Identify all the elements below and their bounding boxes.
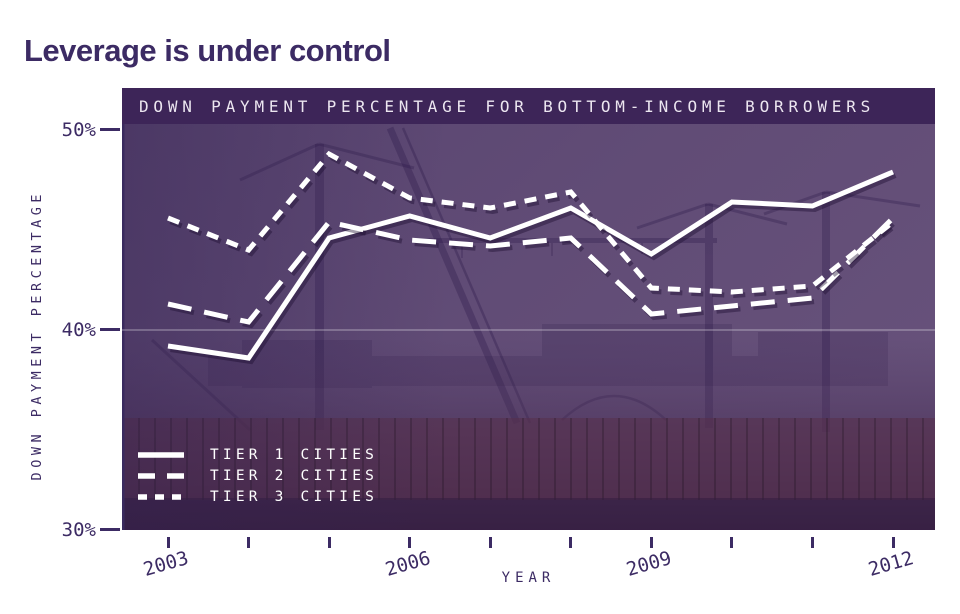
- legend-sample-short-dash: [138, 493, 184, 500]
- legend-label-tier-3-cities: TIER 3 CITIES: [210, 488, 379, 505]
- y-tick-label-30: 30%: [61, 519, 96, 541]
- x-axis-label: YEAR: [501, 570, 556, 586]
- x-tick-mark-2006: [408, 537, 412, 548]
- series-shadow-tier-3-cities: [169, 154, 898, 299]
- x-tick-mark-2007: [488, 537, 492, 548]
- series-shadow-tier-2-cities: [169, 219, 898, 329]
- legend-sample-solid: [138, 451, 184, 458]
- y-tick-mark-50: [100, 128, 120, 131]
- x-tick-mark-2005: [327, 537, 331, 548]
- legend-sample-long-dash: [138, 472, 184, 479]
- y-tick-label-40: 40%: [61, 319, 96, 341]
- y-tick-mark-30: [100, 528, 120, 531]
- x-tick-mark-2011: [810, 537, 814, 548]
- page-title: Leverage is under control: [24, 32, 391, 68]
- y-axis-label-text: DOWN PAYMENT PERCENTAGE: [29, 189, 45, 481]
- chart-lines: [122, 150, 935, 365]
- chart-figure: DOWN PAYMENT PERCENTAGE FOR BOTTOM-INCOM…: [122, 88, 935, 530]
- legend-item-tier-1-cities: TIER 1 CITIES: [138, 444, 378, 465]
- legend-item-tier-2-cities: TIER 2 CITIES: [138, 465, 378, 486]
- x-tick-mark-2009: [649, 537, 653, 548]
- chart-title-text: DOWN PAYMENT PERCENTAGE FOR BOTTOM-INCOM…: [139, 97, 876, 116]
- x-tick-mark-2004: [247, 537, 251, 548]
- y-tick-mark-40: [100, 328, 120, 331]
- y-axis-line: [122, 88, 125, 530]
- x-tick-mark-2010: [730, 537, 734, 548]
- series-line-tier-3-cities: [167, 150, 895, 295]
- y-tick-label-50: 50%: [61, 119, 96, 141]
- legend-item-tier-3-cities: TIER 3 CITIES: [138, 486, 378, 507]
- x-tick-mark-2008: [569, 537, 573, 548]
- x-tick-mark-2012: [891, 537, 895, 548]
- legend-label-tier-2-cities: TIER 2 CITIES: [210, 467, 379, 484]
- legend-label-tier-1-cities: TIER 1 CITIES: [210, 446, 379, 463]
- series-line-tier-1-cities: [167, 169, 894, 361]
- chart-title-bar: DOWN PAYMENT PERCENTAGE FOR BOTTOM-INCOM…: [122, 88, 935, 124]
- series-shadow-tier-1-cities: [170, 173, 897, 365]
- legend: TIER 1 CITIES TIER 2 CITIES TIER 3 CITIES: [138, 444, 378, 507]
- background-photo: [122, 88, 935, 530]
- series-line-tier-2-cities: [167, 216, 895, 325]
- x-tick-mark-2003: [166, 537, 170, 548]
